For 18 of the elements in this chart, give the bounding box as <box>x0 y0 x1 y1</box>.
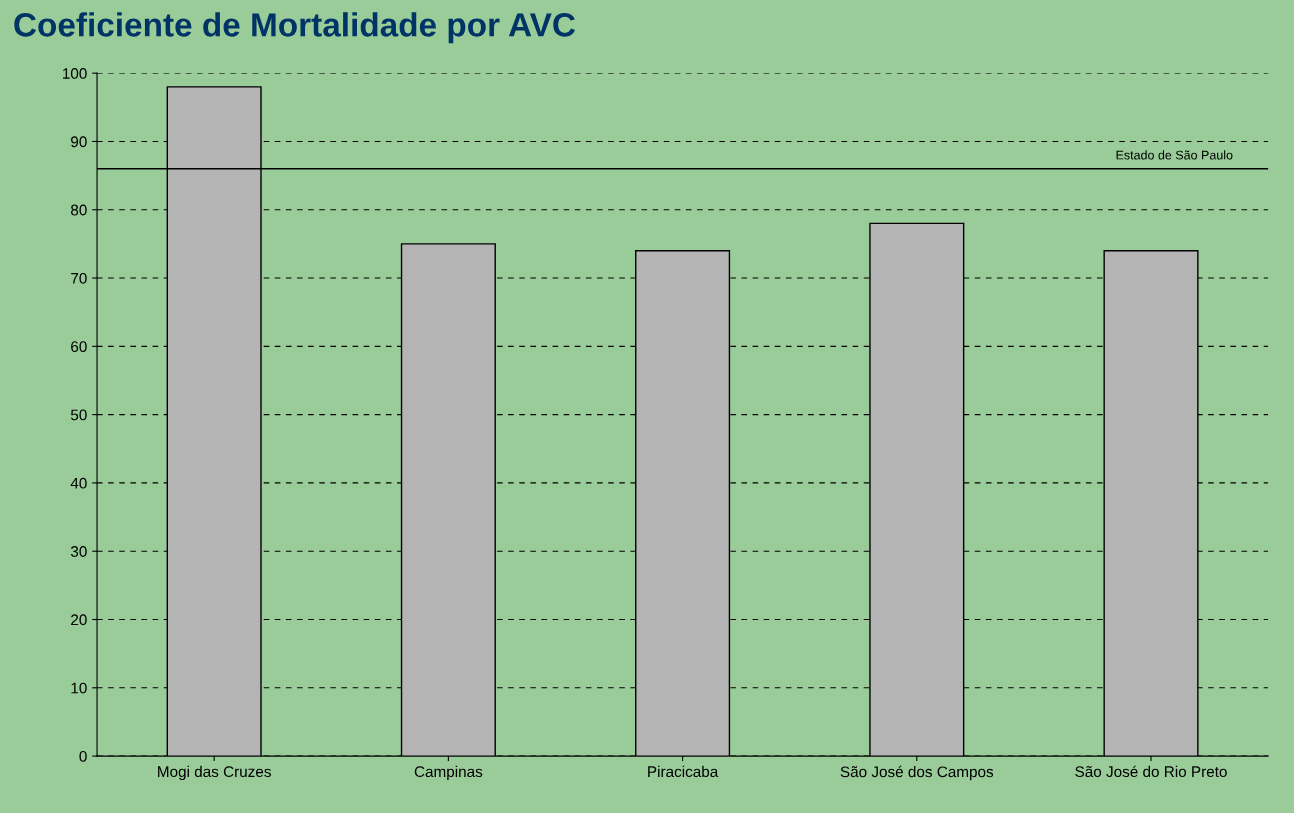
ref-line-label: Estado de São Paulo <box>1116 150 1233 160</box>
y-tick-label: 70 <box>71 272 87 284</box>
y-tick-label: 100 <box>63 68 87 79</box>
y-tick-label: 30 <box>70 546 87 557</box>
y-tick-label: 20 <box>71 614 87 626</box>
y-tick-label: 80 <box>71 204 87 216</box>
y-tick-label: 90 <box>71 136 87 148</box>
chart-title: Coeficiente de Mortalidade por AVC <box>14 12 576 44</box>
x-tick-label: São José dos Campos <box>840 765 994 781</box>
y-tick-label: 60 <box>71 341 87 353</box>
x-tick-label: Campinas <box>414 765 483 781</box>
y-tick-label: 50 <box>70 409 87 421</box>
x-tick-label: São José do Rio Preto <box>1075 765 1227 778</box>
x-tick-label: Piracicaba <box>648 765 719 778</box>
y-tick-label: 0 <box>79 750 87 762</box>
y-tick-label: 40 <box>70 477 87 489</box>
x-tick-label: Mogi das Cruzes <box>158 765 271 781</box>
y-tick-label: 10 <box>71 682 87 694</box>
